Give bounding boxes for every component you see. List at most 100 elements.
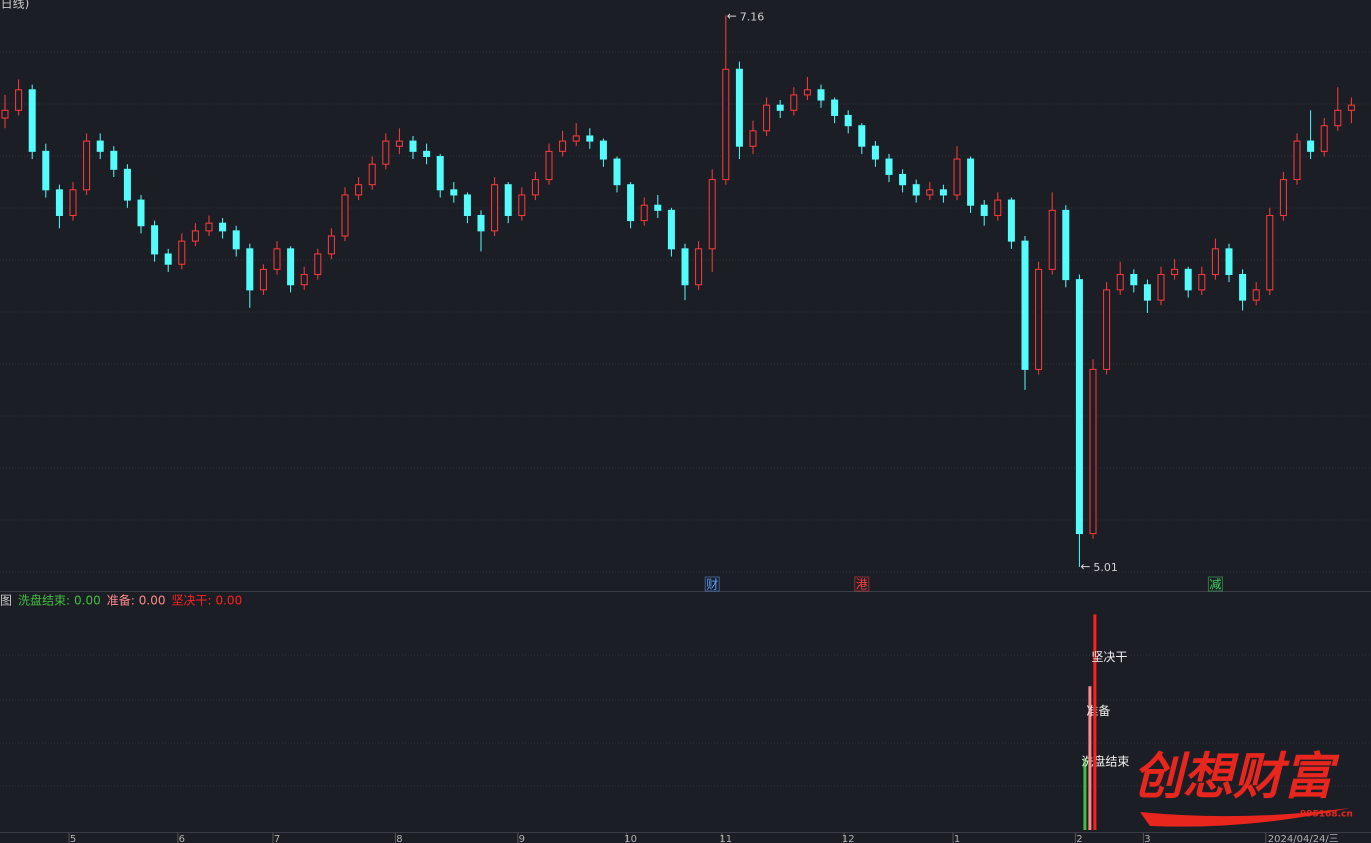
x-tick-label: 8 bbox=[396, 834, 402, 843]
candle-body bbox=[518, 194, 526, 216]
candle-body bbox=[477, 214, 485, 232]
candle-body bbox=[1075, 279, 1083, 535]
legend-colon: : bbox=[66, 594, 70, 608]
candle-body bbox=[926, 189, 934, 196]
candle-body bbox=[1239, 273, 1247, 301]
candle-body bbox=[1307, 140, 1315, 152]
candle-body bbox=[1, 109, 9, 119]
watermark-swoosh bbox=[1140, 808, 1350, 827]
candle-body bbox=[69, 189, 77, 216]
candle-body bbox=[627, 184, 635, 222]
x-tick-label: 2024/04/24/三 bbox=[1268, 834, 1339, 843]
indicator-title: 图 bbox=[0, 594, 12, 608]
legend-colon: : bbox=[131, 594, 135, 608]
candle-body bbox=[994, 199, 1002, 216]
candle-body bbox=[1171, 268, 1179, 275]
event-box bbox=[704, 576, 720, 592]
candle-body bbox=[409, 140, 417, 152]
candle-body bbox=[776, 104, 784, 111]
candle-body bbox=[572, 135, 580, 142]
x-tick-label: 1 bbox=[954, 834, 960, 843]
candle-body bbox=[817, 89, 825, 101]
candle-body bbox=[368, 163, 376, 186]
candle-body bbox=[1184, 268, 1192, 291]
x-tick-label: 10 bbox=[624, 834, 637, 843]
candle-body bbox=[1266, 214, 1274, 291]
candle-body bbox=[504, 184, 512, 216]
candle-body bbox=[1143, 284, 1151, 301]
event-label: 财 bbox=[706, 578, 718, 592]
candle-body bbox=[232, 230, 240, 250]
candle-body bbox=[463, 194, 471, 216]
indicator-label: 坚决干 bbox=[1091, 650, 1127, 664]
candle-body bbox=[831, 99, 839, 116]
candle-body bbox=[1062, 209, 1070, 281]
candle-body bbox=[1035, 268, 1043, 370]
candle-body bbox=[450, 189, 458, 196]
max-label: 7.16 bbox=[740, 10, 765, 23]
indicator-label: 准备 bbox=[1086, 704, 1110, 718]
indicator-bar bbox=[1088, 686, 1092, 830]
candle-body bbox=[912, 184, 920, 196]
candle-body bbox=[423, 150, 431, 157]
candle-body bbox=[953, 158, 961, 196]
x-tick-label: 12 bbox=[842, 834, 855, 843]
candle-body bbox=[599, 140, 607, 160]
candle-body bbox=[205, 222, 213, 232]
candle-body bbox=[790, 94, 798, 111]
x-tick-label: 5 bbox=[70, 834, 76, 843]
watermark-url: 995168.cn bbox=[1300, 810, 1353, 820]
candle-body bbox=[1116, 273, 1124, 291]
candle-body bbox=[939, 189, 947, 196]
legend-value: 0.00 bbox=[215, 594, 242, 608]
candle-body bbox=[327, 235, 335, 255]
candle-body bbox=[749, 130, 757, 147]
candle-body bbox=[1211, 248, 1219, 275]
candle-body bbox=[355, 184, 363, 196]
candle-body bbox=[1130, 273, 1138, 286]
candle-body bbox=[287, 248, 295, 286]
legend-value: 0.00 bbox=[74, 594, 101, 608]
candle-body bbox=[96, 140, 104, 152]
min-label-arrow: ← bbox=[1080, 559, 1090, 573]
candle-body bbox=[1252, 289, 1260, 301]
candle-body bbox=[695, 248, 703, 286]
candle-body bbox=[246, 248, 254, 291]
candle-body bbox=[1225, 248, 1233, 275]
candle-body bbox=[123, 168, 131, 201]
x-tick-label: 11 bbox=[719, 834, 732, 843]
candle-body bbox=[151, 225, 159, 255]
candle-body bbox=[980, 204, 988, 216]
candle-body bbox=[967, 158, 975, 206]
candle-body bbox=[844, 114, 852, 127]
event-label: 减 bbox=[1209, 578, 1221, 592]
candle-body bbox=[382, 140, 390, 165]
candle-body bbox=[1048, 209, 1056, 270]
candle-body bbox=[1021, 240, 1029, 370]
candle-body bbox=[803, 89, 811, 96]
watermark-text: 创想财富 bbox=[1133, 748, 1340, 806]
candle-body bbox=[55, 189, 63, 216]
candle-body bbox=[491, 184, 499, 232]
candle-body bbox=[1007, 199, 1015, 242]
candle-body bbox=[531, 179, 539, 196]
candle-body bbox=[763, 104, 771, 132]
legend-name: 坚决干 bbox=[171, 594, 207, 608]
candle-body bbox=[15, 89, 23, 111]
candle-body bbox=[640, 204, 648, 222]
candle-body bbox=[885, 158, 893, 175]
candle-body bbox=[1320, 125, 1328, 152]
candle-body bbox=[300, 273, 308, 286]
min-label: 5.01 bbox=[1093, 561, 1118, 574]
candle-body bbox=[83, 140, 91, 191]
candle-body bbox=[110, 150, 118, 170]
x-tick-label: 6 bbox=[179, 834, 185, 843]
legend-value: 0.00 bbox=[139, 594, 166, 608]
candle-body bbox=[899, 173, 907, 186]
x-tick-label: 9 bbox=[519, 834, 525, 843]
max-label-arrow: ← bbox=[727, 9, 737, 23]
candle-body bbox=[1198, 273, 1206, 291]
candle-body bbox=[871, 145, 879, 160]
candle-body bbox=[42, 150, 50, 191]
